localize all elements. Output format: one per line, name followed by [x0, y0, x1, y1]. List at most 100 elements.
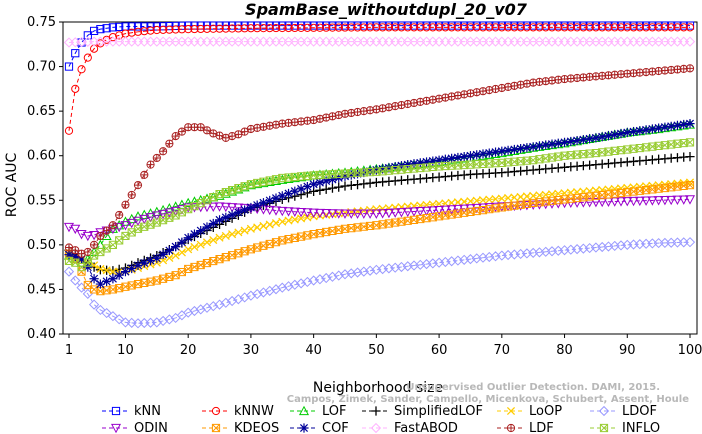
plot-area	[62, 21, 698, 335]
legend-label: ODIN	[134, 421, 168, 434]
data-point	[183, 197, 194, 208]
data-point	[278, 217, 287, 226]
data-point	[290, 215, 299, 224]
data-point	[383, 208, 394, 219]
data-point	[635, 126, 645, 136]
data-point	[578, 135, 588, 145]
y-tick-label: 0.55	[27, 193, 56, 208]
data-point	[654, 23, 663, 32]
data-point	[101, 307, 112, 319]
data-point	[352, 179, 363, 190]
data-point	[265, 220, 274, 229]
data-point	[158, 147, 168, 156]
data-point	[277, 191, 287, 201]
data-point	[472, 196, 481, 205]
data-point	[158, 209, 169, 220]
data-point	[283, 173, 294, 183]
data-point	[566, 23, 575, 32]
data-point	[378, 23, 387, 32]
data-point	[234, 228, 243, 237]
data-point	[622, 197, 633, 207]
series-line	[68, 241, 691, 324]
data-point	[660, 122, 670, 132]
data-point	[534, 141, 545, 151]
data-point	[102, 24, 111, 33]
data-point	[641, 23, 651, 32]
data-point	[321, 272, 332, 284]
legend-item-knn: kNN	[102, 404, 161, 419]
data-point	[434, 205, 445, 216]
data-point	[133, 27, 143, 36]
data-point	[221, 212, 231, 223]
data-point	[309, 23, 318, 32]
data-point	[684, 36, 696, 47]
data-point	[340, 171, 350, 181]
data-point	[416, 23, 425, 32]
data-point	[503, 23, 513, 32]
data-point	[453, 152, 463, 163]
data-point	[271, 219, 281, 228]
data-point	[233, 207, 243, 218]
data-point	[214, 202, 225, 212]
data-point	[314, 274, 326, 285]
data-point	[509, 144, 519, 155]
data-point	[114, 270, 124, 280]
data-point	[478, 196, 488, 205]
data-point	[685, 23, 695, 32]
data-point	[283, 188, 294, 199]
series-ldf	[64, 64, 695, 258]
data-point	[528, 142, 538, 152]
legend-label: LDF	[529, 421, 554, 434]
data-point	[302, 276, 313, 288]
x-tick-label: 1	[65, 343, 73, 358]
data-point	[672, 195, 683, 206]
data-point	[585, 23, 594, 32]
data-point	[270, 206, 282, 216]
data-point	[584, 198, 595, 208]
data-point	[346, 170, 356, 180]
data-point	[666, 195, 677, 206]
data-point	[209, 235, 218, 245]
data-point	[566, 136, 576, 147]
data-point	[346, 180, 356, 190]
series-line	[68, 124, 691, 264]
data-point	[152, 253, 162, 263]
data-point	[340, 23, 350, 32]
data-point	[171, 132, 180, 141]
data-point	[667, 23, 676, 32]
data-point	[672, 120, 683, 131]
data-point	[189, 305, 200, 317]
data-point	[352, 169, 363, 179]
data-point	[171, 242, 181, 252]
data-point	[252, 178, 263, 189]
data-point	[340, 181, 350, 191]
legend-label: LOF	[322, 404, 347, 419]
data-point	[308, 208, 319, 219]
data-point	[214, 215, 225, 225]
data-point	[328, 23, 337, 32]
data-point	[510, 193, 519, 202]
data-point	[240, 226, 249, 235]
data-point	[365, 166, 375, 176]
data-point	[83, 31, 92, 40]
data-point	[183, 307, 194, 318]
data-point	[158, 249, 168, 259]
data-point	[296, 184, 306, 194]
data-point	[140, 27, 149, 36]
watermark-line-1: Unsupervised Outlier Detection. DAMI, 20…	[406, 382, 660, 393]
data-point	[347, 23, 356, 32]
data-point	[139, 258, 149, 268]
data-point	[164, 245, 174, 256]
data-point	[63, 266, 75, 277]
legend-label: COF	[322, 421, 349, 434]
data-point	[264, 176, 275, 187]
data-point	[89, 26, 99, 36]
data-point	[240, 24, 249, 33]
data-point	[615, 197, 627, 207]
data-point	[460, 197, 469, 206]
data-point	[108, 33, 118, 42]
data-point	[616, 23, 626, 32]
data-point	[120, 221, 131, 231]
data-point	[503, 145, 513, 155]
legend-label: LoOP	[529, 404, 562, 419]
